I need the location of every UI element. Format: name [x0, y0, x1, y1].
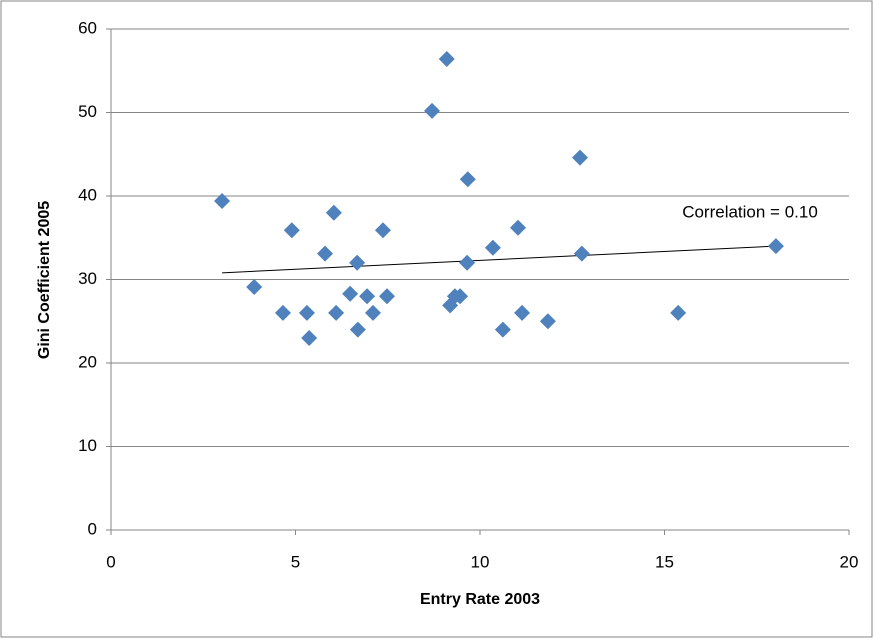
x-tick-label: 15: [655, 552, 674, 571]
point: [459, 171, 476, 188]
point: [514, 304, 531, 321]
y-tick-label: 30: [78, 269, 97, 288]
point: [364, 304, 381, 321]
x-tick-label: 20: [840, 552, 859, 571]
point: [283, 222, 300, 239]
point: [349, 254, 366, 271]
point: [374, 222, 391, 239]
point: [349, 321, 366, 338]
point: [539, 313, 556, 330]
y-tick-label: 40: [78, 185, 97, 204]
y-tick-label: 60: [78, 18, 97, 37]
y-axis-label: Gini Coefficient 2005: [36, 201, 53, 359]
point: [670, 304, 687, 321]
point: [301, 329, 318, 346]
point: [379, 288, 396, 305]
point: [484, 239, 501, 256]
point: [328, 304, 345, 321]
point: [359, 288, 376, 305]
point: [510, 219, 527, 236]
y-tick-label: 50: [78, 102, 97, 121]
y-tick-label: 20: [78, 352, 97, 371]
point: [767, 238, 784, 255]
x-tick-label: 10: [471, 552, 490, 571]
x-axis-label: Entry Rate 2003: [420, 591, 540, 608]
point: [452, 288, 469, 305]
point: [214, 193, 231, 210]
point: [571, 149, 588, 166]
point: [274, 304, 291, 321]
annotation: Correlation = 0.10: [682, 202, 818, 221]
y-tick-label: 10: [78, 436, 97, 455]
point: [325, 204, 342, 221]
point: [438, 51, 455, 68]
point: [342, 285, 359, 302]
trendline: [222, 245, 776, 274]
point: [317, 245, 334, 262]
point: [298, 304, 315, 321]
y-tick-label: 0: [88, 519, 97, 538]
point: [573, 245, 590, 262]
point: [246, 279, 263, 296]
x-tick-label: 5: [291, 552, 300, 571]
point: [424, 102, 441, 119]
point: [459, 254, 476, 271]
x-tick-label: 0: [106, 552, 115, 571]
point: [494, 321, 511, 338]
